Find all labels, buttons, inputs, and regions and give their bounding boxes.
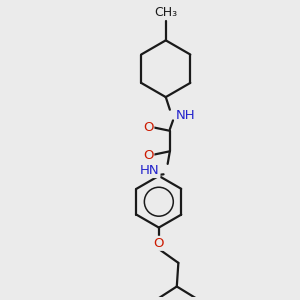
Text: HN: HN [140,164,160,177]
Text: O: O [154,237,164,250]
Text: CH₃: CH₃ [154,6,177,19]
Text: O: O [143,121,153,134]
Text: NH: NH [176,109,196,122]
Text: O: O [143,148,153,162]
